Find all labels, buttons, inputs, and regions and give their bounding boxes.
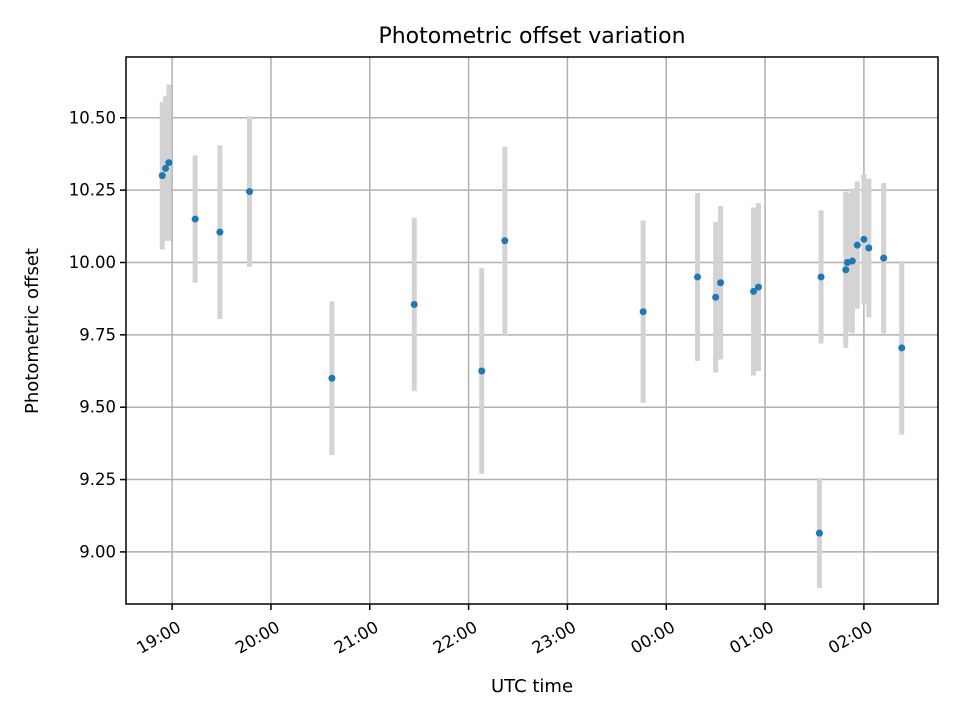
data-point: [162, 164, 170, 172]
data-point: [501, 237, 509, 245]
y-tick-label: 10.25: [69, 181, 116, 200]
y-tick-label: 9.25: [79, 470, 116, 489]
y-axis-label: Photometric offset: [22, 248, 43, 414]
data-point: [717, 279, 725, 287]
data-point: [478, 367, 486, 375]
grid: [126, 57, 938, 604]
data-point: [880, 254, 888, 262]
data-point: [410, 300, 418, 308]
data-point: [246, 188, 254, 196]
data-point: [817, 273, 825, 281]
plot-frame: [125, 56, 939, 605]
data-point: [694, 273, 702, 281]
data-point: [158, 172, 166, 180]
data-point: [853, 241, 861, 249]
data-point: [165, 159, 173, 167]
y-tick-label: 10.00: [69, 253, 116, 272]
chart-title: Photometric offset variation: [378, 24, 685, 49]
data-point: [754, 283, 762, 291]
y-tick-label: 10.50: [69, 108, 116, 127]
y-tick-label: 9.50: [79, 398, 116, 417]
data-point: [848, 257, 856, 265]
x-axis-label: UTC time: [491, 676, 573, 697]
y-tick-label: 9.00: [79, 542, 116, 561]
data-point: [639, 308, 647, 316]
y-tick-label: 9.75: [79, 325, 116, 344]
data-point: [216, 228, 224, 236]
data-point: [191, 215, 199, 223]
data-point: [860, 235, 868, 243]
data-points: [158, 159, 906, 537]
data-point: [842, 266, 850, 274]
data-point: [750, 287, 758, 295]
data-point: [898, 344, 906, 352]
data-point: [815, 529, 823, 537]
data-point: [328, 374, 336, 382]
data-point: [712, 293, 720, 301]
data-point: [865, 244, 873, 252]
y-axis-ticks: 9.00 9.25 9.50 9.75 10.00 10.25 10.50: [69, 108, 126, 561]
